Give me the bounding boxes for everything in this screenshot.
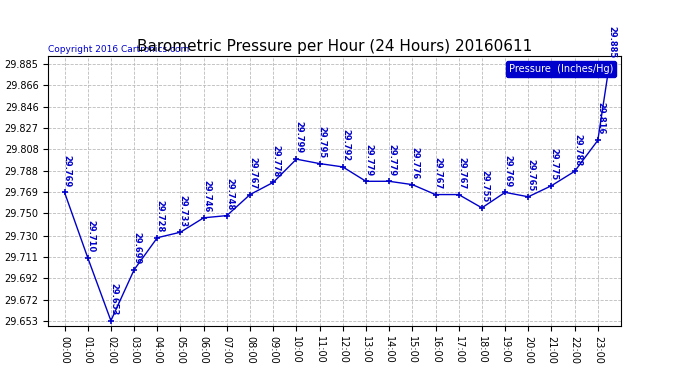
Text: 29.792: 29.792 <box>341 129 350 161</box>
Text: 29.778: 29.778 <box>271 145 280 177</box>
Text: 29.728: 29.728 <box>155 200 164 232</box>
Text: 29.799: 29.799 <box>295 122 304 154</box>
Text: 29.779: 29.779 <box>364 144 373 176</box>
Text: 29.779: 29.779 <box>387 144 397 176</box>
Text: 29.767: 29.767 <box>434 157 443 189</box>
Text: 29.816: 29.816 <box>596 102 605 135</box>
Text: 29.769: 29.769 <box>63 154 72 187</box>
Text: 29.885: 29.885 <box>608 26 617 58</box>
Text: 29.748: 29.748 <box>225 178 234 210</box>
Text: 29.776: 29.776 <box>411 147 420 179</box>
Text: 29.795: 29.795 <box>318 126 327 158</box>
Text: 29.767: 29.767 <box>248 157 257 189</box>
Text: 29.699: 29.699 <box>132 232 141 264</box>
Text: 29.788: 29.788 <box>573 134 582 166</box>
Text: 29.733: 29.733 <box>179 195 188 226</box>
Text: 29.755: 29.755 <box>480 170 489 202</box>
Text: Copyright 2016 Cartronics.com: Copyright 2016 Cartronics.com <box>48 45 190 54</box>
Text: 29.769: 29.769 <box>503 154 513 187</box>
Title: Barometric Pressure per Hour (24 Hours) 20160611: Barometric Pressure per Hour (24 Hours) … <box>137 39 532 54</box>
Text: 29.710: 29.710 <box>86 220 95 252</box>
Text: 29.765: 29.765 <box>526 159 535 191</box>
Text: 29.767: 29.767 <box>457 157 466 189</box>
Text: 29.775: 29.775 <box>550 148 559 180</box>
Legend: Pressure  (Inches/Hg): Pressure (Inches/Hg) <box>506 61 616 77</box>
Text: 29.746: 29.746 <box>202 180 211 212</box>
Text: 29.653: 29.653 <box>109 283 118 315</box>
